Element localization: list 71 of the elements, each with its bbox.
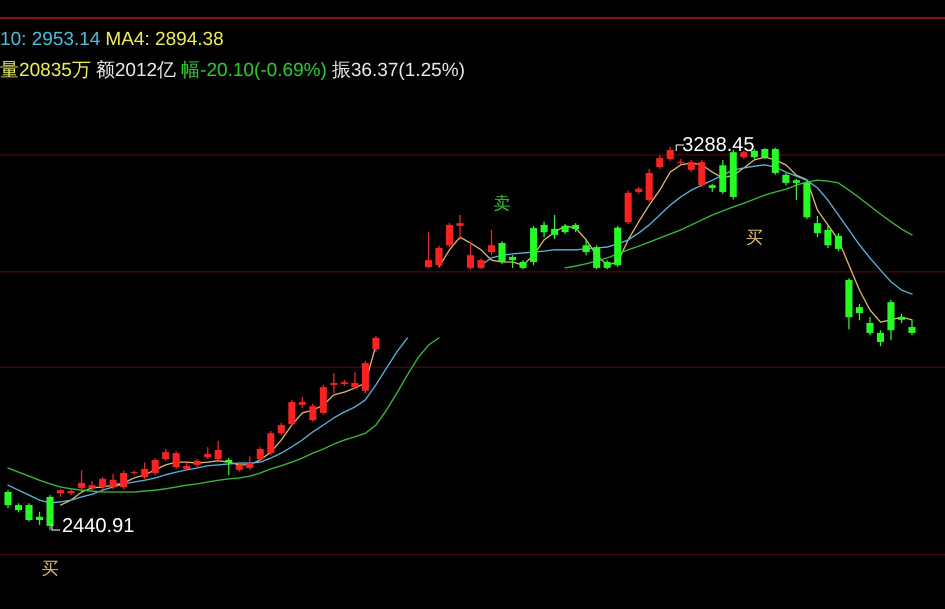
- candlestick: [834, 232, 842, 252]
- annotation: 买: [746, 228, 763, 247]
- candlestick: [856, 303, 863, 321]
- candlestick: [4, 490, 12, 509]
- candlestick: [372, 335, 380, 353]
- candlestick: [604, 260, 611, 270]
- annotation: 10: 2953.14: [0, 29, 101, 50]
- annotation: 量20835万: [0, 60, 91, 81]
- candlestick: [582, 239, 590, 256]
- candlestick: [814, 215, 821, 238]
- candlestick: [424, 232, 432, 268]
- candlestick: [698, 159, 706, 188]
- candlestick: [540, 221, 548, 238]
- candlestick: [520, 260, 527, 270]
- candlestick: [593, 244, 600, 270]
- candlestick: [876, 330, 884, 347]
- candlestick: [152, 457, 159, 476]
- candlestick: [351, 372, 358, 390]
- candlestick: [88, 480, 96, 491]
- candlestick: [908, 319, 916, 336]
- annotation: 幅-20.10(-0.69%): [181, 60, 327, 81]
- candlestick: [330, 372, 338, 394]
- candlestick: [309, 403, 316, 423]
- candlestick: [562, 223, 569, 235]
- candlestick: [782, 172, 790, 186]
- annotation: 3288.45: [682, 134, 755, 156]
- candlestick: [572, 222, 580, 233]
- candlestick: [256, 446, 264, 462]
- candlestick: [288, 399, 296, 428]
- annotation: 振36.37(1.25%): [332, 60, 465, 81]
- candlestick: [26, 502, 33, 522]
- candlestick: [772, 147, 779, 176]
- candlestick: [162, 448, 170, 462]
- candlestick: [99, 476, 106, 490]
- candlestick: [677, 158, 684, 165]
- candlestick: [824, 225, 832, 249]
- candlestick: [792, 178, 800, 201]
- candlestick: [435, 245, 442, 268]
- annotation: 卖: [494, 194, 511, 214]
- candlestick: [204, 446, 212, 460]
- candlestick: [120, 470, 128, 490]
- candlestick: [467, 242, 474, 270]
- candlestick: [246, 456, 254, 470]
- annotation: 2440.91: [62, 514, 134, 537]
- candlestick: [509, 254, 516, 268]
- candlestick: [898, 313, 905, 324]
- candlestick: [225, 457, 232, 476]
- candlestick: [172, 450, 180, 470]
- annotation: 买: [42, 558, 59, 578]
- candlestick: [866, 316, 874, 336]
- candlestick: [761, 148, 768, 160]
- candlestick: [110, 473, 117, 490]
- candlestick: [446, 222, 453, 248]
- candlestick: [488, 229, 496, 256]
- candlestick: [78, 470, 86, 491]
- candlestick: [36, 511, 44, 526]
- candlestick: [267, 430, 274, 456]
- annotation: MA4: 2894.38: [105, 29, 224, 50]
- candlestick: [666, 146, 674, 162]
- annotation: 额2012亿: [96, 59, 176, 81]
- candlestick: [456, 214, 464, 240]
- candlestick: [15, 502, 22, 513]
- candlestick: [688, 159, 695, 173]
- candlestick: [141, 462, 148, 480]
- candlestick: [656, 154, 664, 170]
- candlestick: [214, 440, 222, 462]
- candlestick: [298, 396, 306, 409]
- candlestick: [478, 258, 485, 270]
- candlestick: [278, 422, 285, 436]
- candlestick: [551, 214, 558, 240]
- candlestick: [498, 240, 506, 264]
